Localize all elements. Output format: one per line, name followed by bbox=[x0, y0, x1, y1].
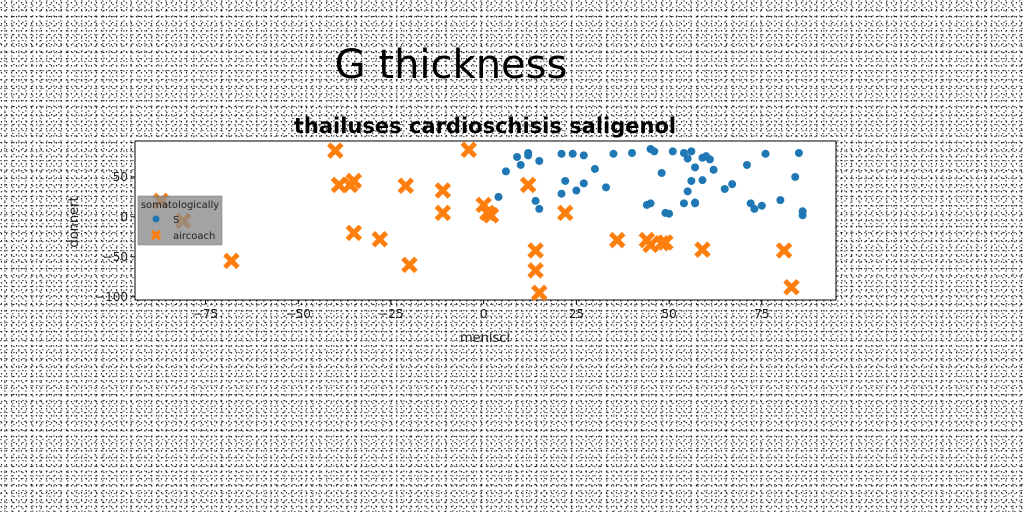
data-point-aircoach bbox=[531, 284, 548, 302]
x-tick-label: 25 bbox=[569, 307, 584, 321]
data-point-s bbox=[561, 176, 570, 185]
data-point-aircoach bbox=[527, 262, 544, 279]
data-point-s bbox=[742, 160, 751, 169]
data-point-s bbox=[579, 179, 588, 188]
data-point-s bbox=[757, 201, 766, 210]
data-point-s bbox=[665, 209, 674, 218]
legend: somatologically S aircoach bbox=[137, 195, 223, 246]
data-point-aircoach bbox=[371, 231, 389, 248]
legend-marker-aircoach bbox=[150, 229, 162, 241]
data-point-aircoach bbox=[223, 252, 240, 270]
data-point-s bbox=[687, 176, 696, 185]
data-point-s bbox=[501, 167, 510, 176]
legend-box bbox=[137, 195, 223, 246]
data-point-s bbox=[679, 199, 688, 208]
data-point-s bbox=[531, 196, 540, 205]
data-point-aircoach bbox=[434, 204, 452, 222]
y-tick-label: −50 bbox=[103, 250, 128, 264]
data-point-aircoach bbox=[460, 141, 478, 159]
data-point-s bbox=[791, 172, 800, 181]
x-tick-label: −75 bbox=[193, 307, 218, 321]
data-point-aircoach bbox=[657, 234, 674, 251]
data-point-aircoach bbox=[327, 142, 344, 159]
data-point-s bbox=[798, 207, 807, 216]
data-point-aircoach bbox=[775, 242, 793, 259]
series-s bbox=[494, 144, 807, 220]
data-point-aircoach bbox=[608, 231, 626, 249]
data-point-s bbox=[668, 147, 677, 156]
x-tick-label: 0 bbox=[480, 307, 488, 321]
data-point-s bbox=[568, 149, 577, 158]
legend-title: somatologically bbox=[141, 200, 219, 211]
data-point-s bbox=[590, 164, 599, 173]
data-point-s bbox=[628, 148, 637, 157]
data-point-s bbox=[516, 160, 525, 169]
data-point-s bbox=[609, 149, 618, 158]
y-axis-ticks: −100 −50 0 50 bbox=[95, 170, 135, 304]
data-point-s bbox=[761, 149, 770, 158]
data-point-s bbox=[683, 187, 692, 196]
data-point-s bbox=[687, 147, 696, 156]
data-point-s bbox=[776, 196, 785, 205]
data-point-s bbox=[683, 154, 692, 163]
figure-suptitle: G thickness bbox=[335, 42, 568, 88]
data-point-s bbox=[557, 149, 566, 158]
data-point-s bbox=[513, 152, 522, 161]
y-axis-label: donnert bbox=[67, 196, 82, 247]
data-point-aircoach bbox=[397, 177, 415, 195]
x-tick-label: 75 bbox=[754, 307, 769, 321]
y-tick-label: 50 bbox=[113, 170, 128, 184]
x-tick-label: −50 bbox=[286, 307, 311, 321]
data-point-s bbox=[494, 192, 503, 201]
data-point-s bbox=[750, 204, 759, 213]
data-point-s bbox=[572, 186, 581, 195]
data-point-s bbox=[535, 156, 544, 165]
data-point-aircoach bbox=[556, 204, 574, 222]
x-tick-label: −25 bbox=[378, 307, 403, 321]
data-point-s bbox=[524, 148, 533, 157]
axes-title: thailuses cardioschisis saligenol bbox=[294, 114, 676, 138]
data-point-aircoach bbox=[527, 242, 544, 259]
data-point-s bbox=[691, 199, 700, 208]
legend-marker-s bbox=[152, 215, 160, 223]
data-point-s bbox=[705, 155, 714, 164]
data-point-s bbox=[650, 147, 659, 156]
data-point-aircoach bbox=[345, 172, 363, 190]
data-point-aircoach bbox=[345, 224, 363, 242]
x-axis-ticks: −75 −50 −25 0 25 50 75 bbox=[193, 300, 769, 321]
y-tick-label: −100 bbox=[95, 290, 128, 304]
data-point-s bbox=[557, 189, 566, 198]
data-point-s bbox=[691, 163, 700, 172]
data-point-s bbox=[657, 168, 666, 177]
data-point-s bbox=[535, 204, 544, 213]
data-point-aircoach bbox=[519, 176, 537, 194]
data-point-s bbox=[794, 148, 803, 157]
x-tick-label: 50 bbox=[661, 307, 676, 321]
legend-label-aircoach: aircoach bbox=[173, 231, 215, 242]
y-tick-label: 0 bbox=[120, 210, 128, 224]
data-point-s bbox=[646, 199, 655, 208]
data-point-aircoach bbox=[401, 256, 418, 274]
data-point-s bbox=[698, 176, 707, 185]
data-point-aircoach bbox=[783, 278, 800, 296]
x-axis-label: menisci bbox=[460, 331, 510, 346]
data-point-s bbox=[709, 165, 718, 174]
legend-label-s: S bbox=[173, 215, 179, 226]
data-point-aircoach bbox=[694, 241, 711, 258]
data-point-s bbox=[579, 151, 588, 160]
data-point-s bbox=[720, 184, 729, 193]
data-point-s bbox=[602, 183, 611, 192]
series-aircoach bbox=[152, 141, 800, 302]
data-point-aircoach bbox=[482, 207, 500, 224]
data-point-s bbox=[728, 180, 737, 189]
data-point-aircoach bbox=[434, 182, 452, 199]
